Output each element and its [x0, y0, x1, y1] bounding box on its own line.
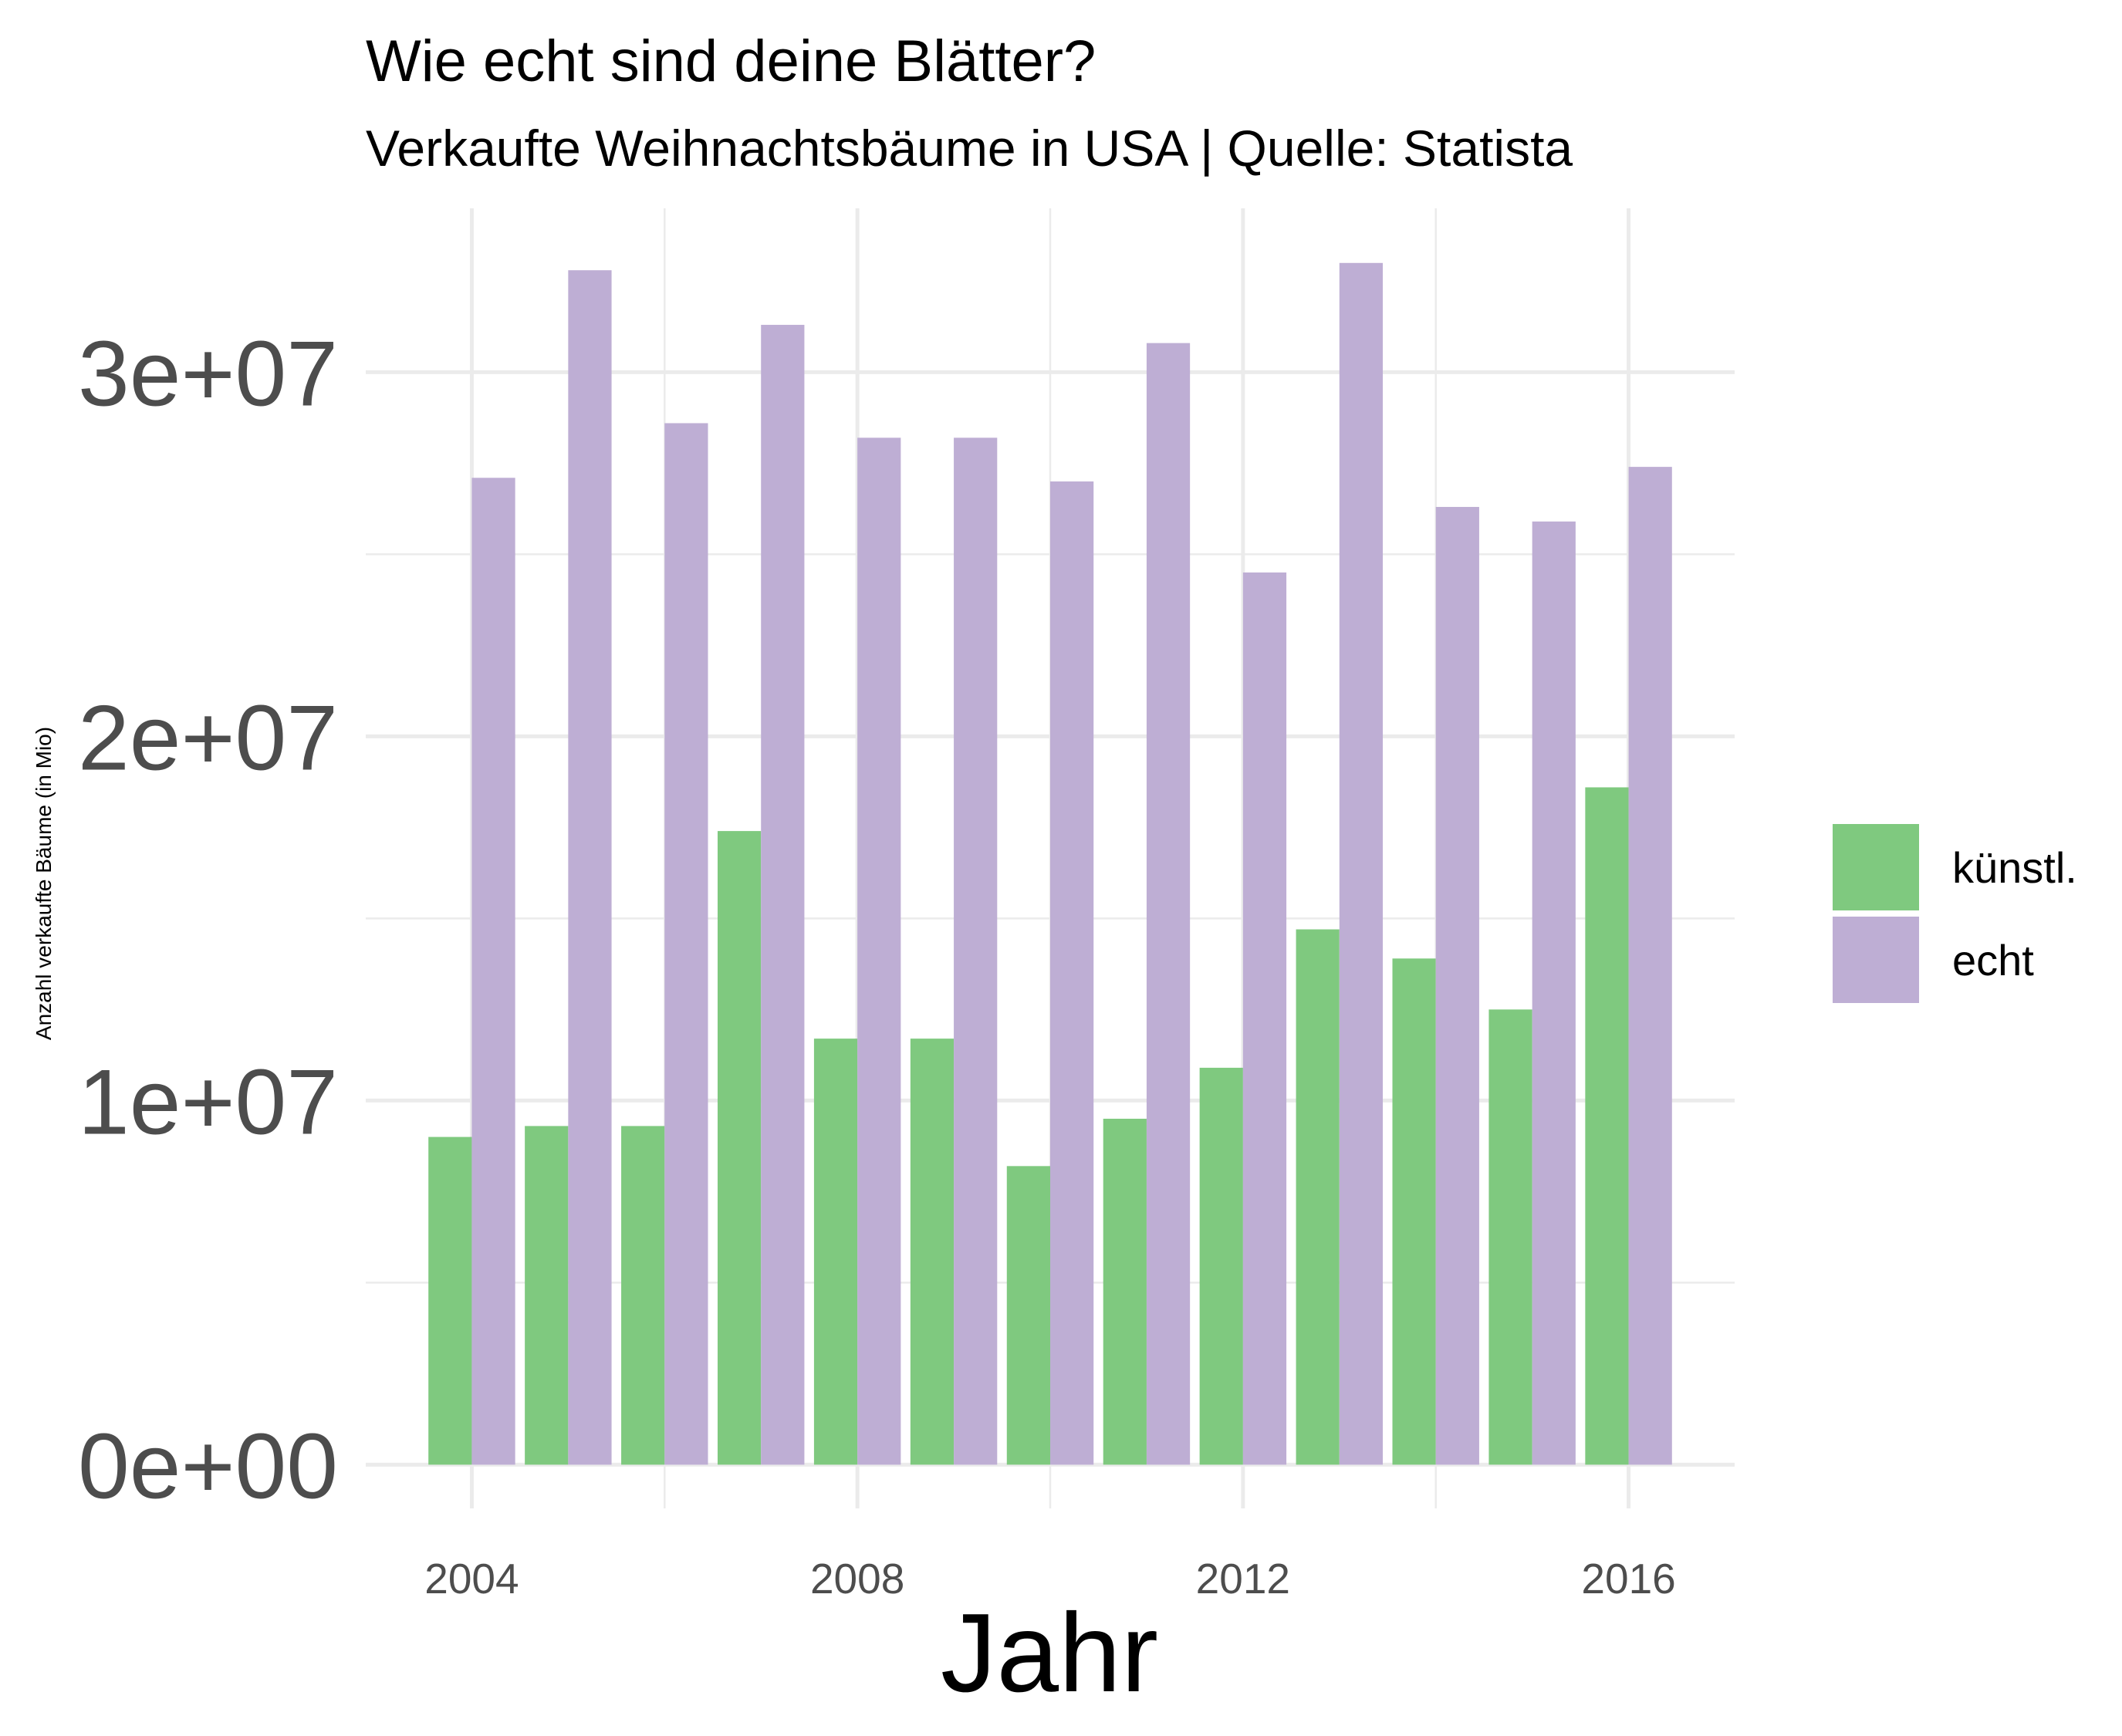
bar-0-9 [1296, 929, 1340, 1465]
bar-1-1 [568, 270, 612, 1465]
legend-label-0: künstl. [1952, 843, 2077, 892]
x-tick-label: 2008 [810, 1555, 904, 1603]
bar-1-0 [471, 478, 515, 1465]
legend-label-1: echt [1952, 936, 2034, 985]
y-tick-label: 1e+07 [78, 1050, 338, 1153]
x-tick-label: 2016 [1581, 1555, 1675, 1603]
y-tick-label: 3e+07 [78, 322, 338, 425]
x-tick-label: 2004 [424, 1555, 519, 1603]
bar-1-2 [664, 423, 708, 1465]
bars [428, 262, 1672, 1465]
bar-0-12 [1585, 787, 1629, 1465]
bar-1-3 [761, 325, 805, 1465]
legend-key-0 [1833, 824, 1919, 910]
bar-1-11 [1532, 521, 1576, 1465]
bar-0-3 [717, 831, 762, 1465]
y-axis: 0e+00 1e+07 2e+07 3e+07 [78, 322, 338, 1518]
bar-0-11 [1488, 1009, 1532, 1465]
bar-0-10 [1392, 958, 1436, 1465]
bar-0-8 [1199, 1067, 1243, 1465]
bar-1-9 [1339, 262, 1384, 1465]
y-tick-label: 0e+00 [78, 1414, 338, 1518]
bar-0-2 [621, 1126, 665, 1465]
y-tick-label: 2e+07 [78, 686, 338, 789]
chart-subtitle: Verkaufte Weihnachtsbäume in USA | Quell… [366, 120, 1573, 177]
bar-0-4 [813, 1039, 858, 1465]
legend: künstl. echt [1833, 824, 2077, 1003]
legend-key-1 [1833, 917, 1919, 1003]
bar-1-7 [1146, 343, 1191, 1465]
x-axis-title: Jahr [941, 1590, 1158, 1715]
bar-1-5 [954, 437, 998, 1465]
x-tick-label: 2012 [1196, 1555, 1290, 1603]
bar-1-12 [1628, 467, 1672, 1465]
bar-0-6 [1006, 1166, 1050, 1465]
chart-title: Wie echt sind deine Blätter? [366, 29, 1096, 94]
bar-0-5 [910, 1039, 955, 1465]
bar-1-4 [857, 437, 901, 1465]
bar-0-0 [428, 1137, 472, 1465]
bar-1-8 [1242, 572, 1287, 1465]
bar-0-1 [525, 1126, 569, 1465]
bar-1-10 [1435, 507, 1479, 1465]
y-axis-title: Anzahl verkaufte Bäume (in Mio) [32, 727, 56, 1040]
bar-0-7 [1103, 1118, 1147, 1465]
bar-1-6 [1050, 481, 1094, 1465]
x-axis: 2004 2008 2012 2016 [424, 1555, 1676, 1603]
